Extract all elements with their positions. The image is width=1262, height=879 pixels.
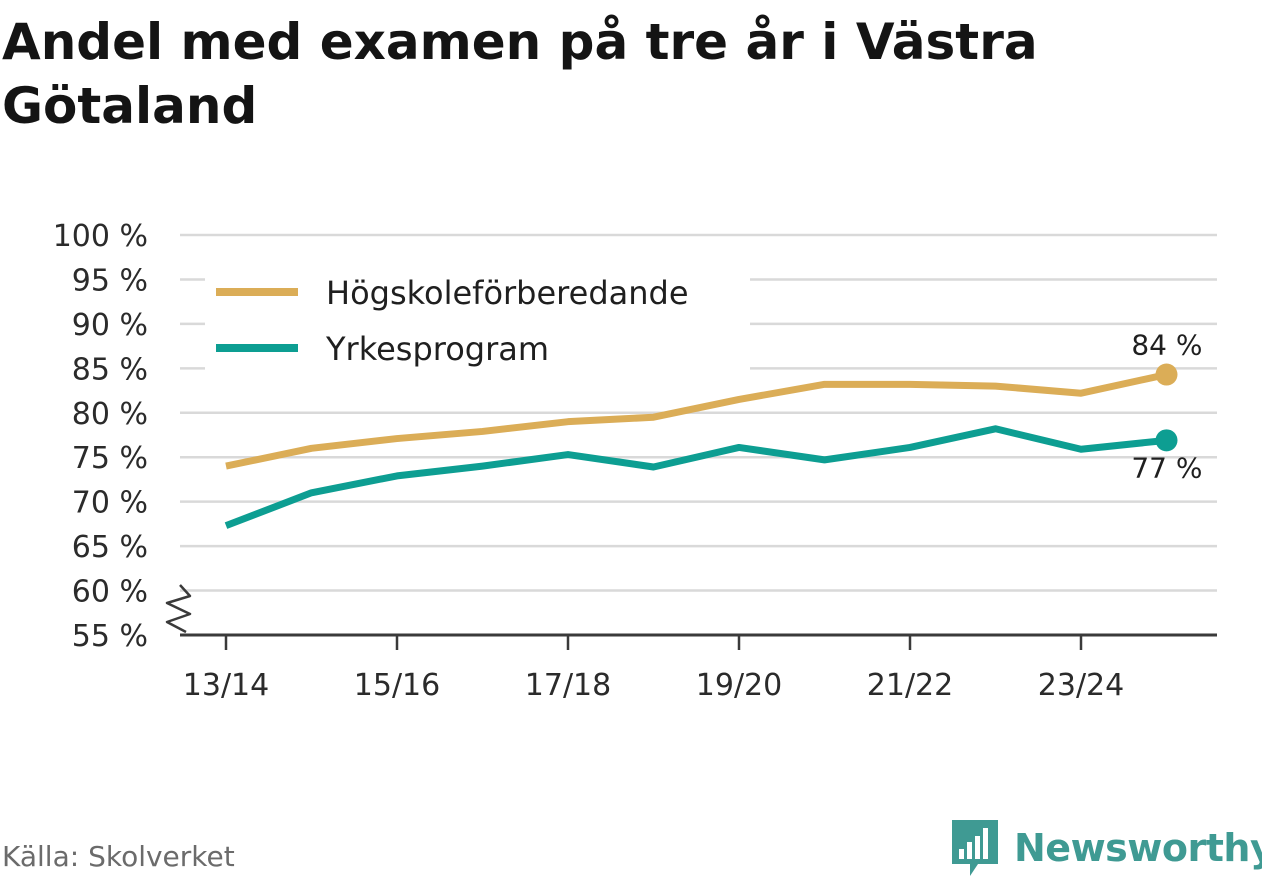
y-tick-label-80: 80 % [72, 397, 148, 432]
series-lines [224, 363, 1178, 529]
series-line-1 [224, 425, 1167, 529]
y-tick-label-95: 95 % [72, 263, 148, 298]
end-label-0: 84 % [1131, 329, 1202, 362]
y-tick-label-60: 60 % [72, 575, 148, 610]
x-tick-label-23/24: 23/24 [1038, 668, 1124, 703]
x-tick-label-13/14: 13/14 [183, 668, 269, 703]
y-tick-label-55: 55 % [72, 619, 148, 654]
legend-label-1: Yrkesprogram [325, 330, 549, 368]
x-axis-tick-labels: 13/14 15/16 17/18 19/20 21/22 23/24 [183, 668, 1124, 703]
legend-background [205, 262, 750, 374]
series-end-point-0 [1155, 363, 1178, 386]
y-axis-tick-labels: 55 % 60 % 65 % 70 % 75 % 80 % 85 % 90 % 95 % 100 … [53, 219, 148, 654]
legend-label-0: Högskoleförberedande [326, 274, 689, 312]
x-tick-label-15/16: 15/16 [354, 668, 440, 703]
chart-title: Andel med examen på tre år i Västra Göta… [2, 13, 1038, 135]
y-axis-break [165, 584, 192, 634]
end-label-1: 77 % [1131, 451, 1202, 484]
x-tick-label-21/22: 21/22 [867, 668, 953, 703]
source-note: Källa: Skolverket [2, 840, 235, 873]
y-tick-label-75: 75 % [72, 441, 148, 476]
y-tick-label-65: 65 % [72, 530, 148, 565]
series-line-0 [225, 371, 1168, 470]
series-end-point-1 [1155, 429, 1178, 452]
legend: Högskoleförberedande Yrkesprogram [205, 262, 750, 374]
end-labels: 84 % 77 % [1131, 329, 1202, 485]
y-tick-label-85: 85 % [72, 352, 148, 387]
y-tick-label-90: 90 % [72, 308, 148, 343]
y-tick-label-100: 100 % [53, 219, 148, 254]
brand-name: Newsworthy [1014, 826, 1262, 870]
x-axis [165, 584, 1217, 650]
brand-logo: Newsworthy [950, 818, 1262, 878]
x-tick-label-19/20: 19/20 [696, 668, 782, 703]
y-tick-label-70: 70 % [72, 486, 148, 521]
bar-chart-speech-bubble-icon [952, 820, 998, 876]
x-tick-label-17/18: 17/18 [525, 668, 611, 703]
